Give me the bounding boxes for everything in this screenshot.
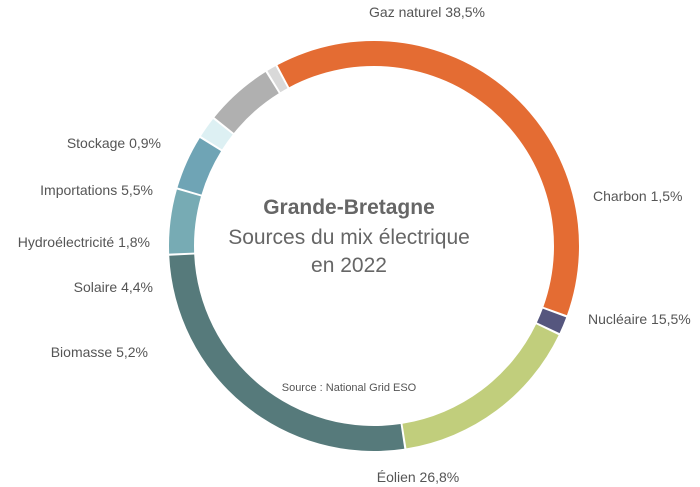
slice-biomasse [169,189,201,254]
chart-title: Grande-Bretagne [263,196,435,219]
chart-source: Source : National Grid ESO [281,382,417,394]
slice-importations [214,72,279,134]
chart-subtitle-line1: Sources du mix électrique [228,226,470,249]
label-hydroelectricite: Hydroélectricité 1,8% [18,234,150,250]
label-charbon: Charbon 1,5% [593,188,683,204]
slice-eolien [169,254,405,451]
label-eolien: Éolien 26,8% [377,469,460,485]
slice-hydroelectricite [200,118,233,150]
label-nucleaire: Nucléaire 15,5% [588,311,691,327]
label-biomasse: Biomasse 5,2% [51,344,148,360]
label-importations: Importations 5,5% [40,182,153,198]
slice-nucleaire [402,324,559,449]
chart-subtitle-line2: en 2022 [311,254,387,277]
slice-solaire [177,137,222,195]
slice-charbon [536,308,567,334]
label-gaz naturel: Gaz naturel 38,5% [369,4,485,20]
slice-gaz naturel [277,41,579,316]
label-solaire: Solaire 4,4% [74,279,153,295]
chart-subtitle: Sources du mix électrique en 2022 [224,224,474,280]
label-stockage: Stockage 0,9% [67,135,161,151]
slice-stockage [267,66,288,93]
